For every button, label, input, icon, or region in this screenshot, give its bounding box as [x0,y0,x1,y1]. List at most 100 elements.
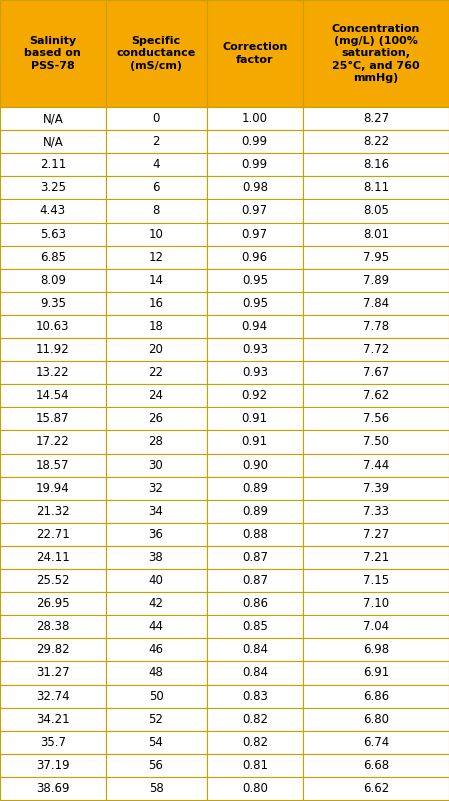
Text: 7.50: 7.50 [363,436,389,449]
Text: 0.95: 0.95 [242,274,268,287]
Text: 26.95: 26.95 [36,598,70,610]
Text: N/A: N/A [42,112,63,125]
Text: 0.91: 0.91 [242,436,268,449]
Bar [207,777,303,800]
Text: 7.78: 7.78 [363,320,389,333]
Bar [0,546,106,569]
Text: 3.25: 3.25 [40,181,66,195]
Text: 6.62: 6.62 [363,782,389,795]
Text: 32: 32 [149,481,163,495]
Bar [207,107,303,130]
Bar [207,153,303,176]
Text: 4: 4 [152,159,160,171]
Bar [0,0,106,107]
Bar [303,361,449,384]
Text: 0.82: 0.82 [242,736,268,749]
Bar [0,685,106,707]
Text: 32.74: 32.74 [36,690,70,702]
Text: 1.00: 1.00 [242,112,268,125]
Bar [106,130,207,153]
Bar [207,477,303,500]
Text: 7.39: 7.39 [363,481,389,495]
Bar [303,546,449,569]
Bar [106,430,207,453]
Bar [106,615,207,638]
Text: 0.83: 0.83 [242,690,268,702]
Text: 8.11: 8.11 [363,181,389,195]
Bar [303,685,449,707]
Text: 35.7: 35.7 [40,736,66,749]
Text: 7.10: 7.10 [363,598,389,610]
Text: 7.21: 7.21 [363,551,389,564]
Text: 4.43: 4.43 [40,204,66,217]
Bar [106,246,207,268]
Text: 7.67: 7.67 [363,366,389,379]
Bar [207,292,303,315]
Text: 44: 44 [149,620,163,634]
Bar [303,523,449,546]
Bar [207,246,303,268]
Bar [207,176,303,199]
Bar [106,592,207,615]
Bar [0,754,106,777]
Text: 22: 22 [149,366,163,379]
Bar [303,199,449,223]
Text: 8.27: 8.27 [363,112,389,125]
Bar [303,153,449,176]
Text: 0.86: 0.86 [242,598,268,610]
Text: 0.89: 0.89 [242,505,268,517]
Bar [303,130,449,153]
Bar [303,338,449,361]
Bar [207,731,303,754]
Text: 7.04: 7.04 [363,620,389,634]
Text: 2.11: 2.11 [40,159,66,171]
Text: 7.84: 7.84 [363,297,389,310]
Text: 18: 18 [149,320,163,333]
Text: 7.95: 7.95 [363,251,389,264]
Bar [303,453,449,477]
Text: 25.52: 25.52 [36,574,70,587]
Bar [106,223,207,246]
Bar [207,615,303,638]
Bar [0,315,106,338]
Bar [303,107,449,130]
Text: 0.92: 0.92 [242,389,268,402]
Bar [0,268,106,292]
Text: 0.90: 0.90 [242,458,268,472]
Bar [106,500,207,523]
Bar [207,361,303,384]
Text: 0.87: 0.87 [242,551,268,564]
Text: 7.33: 7.33 [363,505,389,517]
Bar [303,407,449,430]
Bar [207,638,303,662]
Text: 50: 50 [149,690,163,702]
Text: 8: 8 [152,204,160,217]
Text: 48: 48 [149,666,163,679]
Text: 0.99: 0.99 [242,159,268,171]
Text: 0.93: 0.93 [242,343,268,356]
Text: 46: 46 [149,643,163,656]
Bar [0,361,106,384]
Bar [106,292,207,315]
Text: 26: 26 [149,413,163,425]
Text: 7.89: 7.89 [363,274,389,287]
Text: 0.96: 0.96 [242,251,268,264]
Bar [106,407,207,430]
Bar [207,223,303,246]
Bar [106,199,207,223]
Bar [0,223,106,246]
Bar [207,754,303,777]
Bar [0,176,106,199]
Bar [303,292,449,315]
Bar [303,615,449,638]
Text: 14.54: 14.54 [36,389,70,402]
Bar [106,777,207,800]
Bar [0,107,106,130]
Text: 13.22: 13.22 [36,366,70,379]
Bar [106,453,207,477]
Bar [0,292,106,315]
Bar [207,338,303,361]
Text: 36: 36 [149,528,163,541]
Bar [303,477,449,500]
Bar [0,523,106,546]
